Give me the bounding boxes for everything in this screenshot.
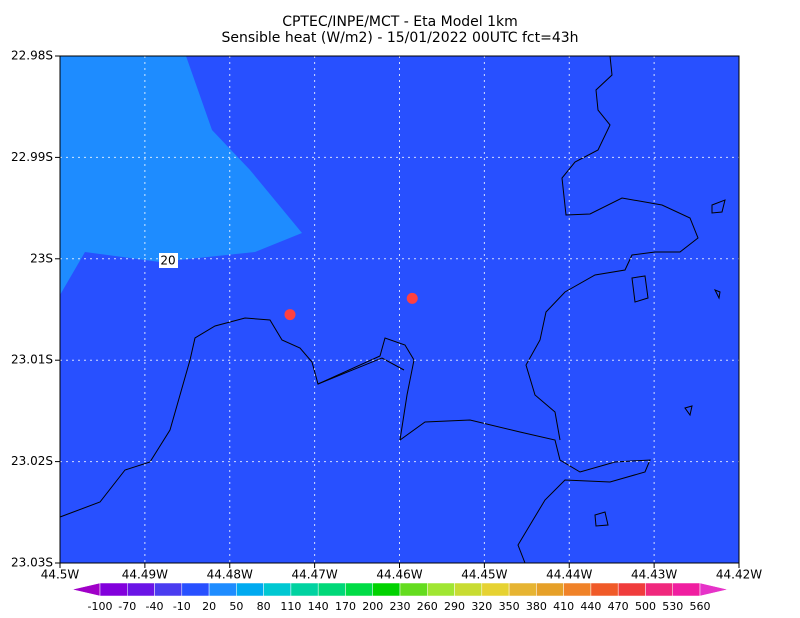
colorbar-box xyxy=(427,582,455,597)
x-tick-label: 44.43W xyxy=(631,568,677,582)
colorbar-label: 440 xyxy=(580,600,601,613)
colorbar-box xyxy=(645,582,673,597)
colorbar-label: 80 xyxy=(257,600,271,613)
colorbar-box xyxy=(399,582,428,597)
station-point xyxy=(284,309,296,321)
colorbar-label: 110 xyxy=(280,600,301,613)
colorbar-label: 140 xyxy=(308,600,329,613)
colorbar-label: -100 xyxy=(88,600,113,613)
colorbar-box xyxy=(208,582,237,597)
colorbar-box xyxy=(481,582,510,597)
y-tick-label: 23.01S xyxy=(11,353,53,367)
colorbar-box xyxy=(99,582,128,597)
colorbar-extend xyxy=(71,582,101,597)
colorbar-box xyxy=(536,582,564,597)
colorbar-label: 290 xyxy=(444,600,465,613)
y-tick-label: 23.02S xyxy=(11,454,53,468)
colorbar-box xyxy=(372,582,401,597)
colorbar-box xyxy=(508,582,537,597)
colorbar-label: 470 xyxy=(608,600,629,613)
x-tick-label: 44.48W xyxy=(207,568,253,582)
colorbar-box xyxy=(454,582,483,597)
colorbar-box xyxy=(127,582,155,597)
station-point xyxy=(406,292,418,304)
x-tick-label: 44.49W xyxy=(122,568,168,582)
colorbar-box xyxy=(590,582,619,597)
x-tick-label: 44.47W xyxy=(292,568,338,582)
colorbar-extend xyxy=(699,582,729,597)
field-region xyxy=(60,56,302,295)
colorbar-box xyxy=(617,582,646,597)
chart-title: CPTEC/INPE/MCT - Eta Model 1km xyxy=(282,14,518,30)
colorbar-label: -70 xyxy=(118,600,136,613)
contour-label: 20 xyxy=(160,254,175,268)
colorbar-label: 170 xyxy=(335,600,356,613)
colorbar-label: 500 xyxy=(635,600,656,613)
colorbar-label: 320 xyxy=(471,600,492,613)
colorbar-label: -10 xyxy=(173,600,191,613)
colorbar-box xyxy=(345,582,373,597)
colorbar-box xyxy=(154,582,183,597)
colorbar-label: 200 xyxy=(362,600,383,613)
colorbar-label: 20 xyxy=(202,600,216,613)
colorbar-box xyxy=(263,582,292,597)
y-tick-label: 23S xyxy=(30,251,53,265)
colorbar-box xyxy=(563,582,592,597)
colorbar-label: 260 xyxy=(417,600,438,613)
x-tick-label: 44.5W xyxy=(41,568,80,582)
contour-label-box xyxy=(159,253,178,268)
colorbar-box xyxy=(317,582,346,597)
colorbar-box xyxy=(236,582,264,597)
colorbar-label: 50 xyxy=(229,600,243,613)
y-tick-label: 22.99S xyxy=(11,150,53,164)
chart-subtitle: Sensible heat (W/m2) - 15/01/2022 00UTC … xyxy=(221,30,578,46)
colorbar-box xyxy=(181,582,210,597)
x-tick-label: 44.45W xyxy=(461,568,507,582)
y-tick-label: 23.03S xyxy=(11,556,53,570)
colorbar-label: -40 xyxy=(146,600,164,613)
colorbar-box xyxy=(672,582,701,597)
colorbar-label: 350 xyxy=(499,600,520,613)
colorbar-label: 410 xyxy=(553,600,574,613)
colorbar-label: 530 xyxy=(662,600,683,613)
x-tick-label: 44.42W xyxy=(716,568,762,582)
x-tick-label: 44.46W xyxy=(376,568,422,582)
x-tick-label: 44.44W xyxy=(546,568,592,582)
colorbar-label: 230 xyxy=(390,600,411,613)
colorbar-box xyxy=(290,582,319,597)
colorbar-label: 560 xyxy=(690,600,711,613)
y-tick-label: 22.98S xyxy=(11,49,53,63)
colorbar-label: 380 xyxy=(526,600,547,613)
coastline xyxy=(59,55,726,564)
